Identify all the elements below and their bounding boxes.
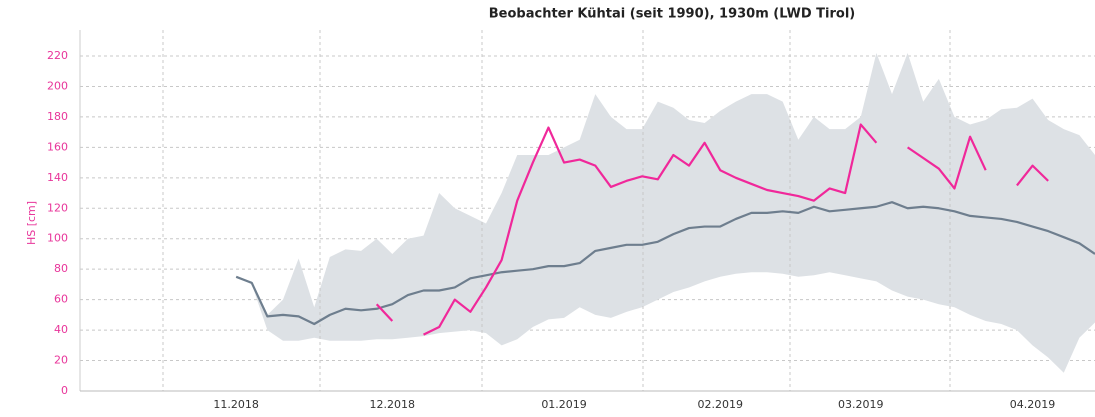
y-tick-label: 80 — [54, 262, 68, 275]
y-tick-label: 180 — [47, 110, 68, 123]
y-tick-label: 100 — [47, 232, 68, 245]
y-tick-label: 0 — [61, 384, 68, 397]
series-line — [375, 123, 1049, 336]
x-tick-label: 04.2019 — [1010, 398, 1056, 411]
x-tick-label: 01.2019 — [541, 398, 587, 411]
chart-title: Beobachter Kühtai (seit 1990), 1930m (LW… — [489, 7, 855, 22]
month-grid — [162, 30, 951, 391]
x-tick-label: 03.2019 — [838, 398, 884, 411]
y-tick-label: 120 — [47, 201, 68, 214]
y-tick-label: 20 — [54, 354, 68, 367]
range-band — [236, 52, 1095, 373]
y-axis-label: HS [cm] — [25, 201, 38, 245]
y-tick-label: 220 — [47, 49, 68, 62]
y-tick-label: 160 — [47, 140, 68, 153]
x-tick-label: 12.2018 — [370, 398, 416, 411]
x-tick-label: 02.2019 — [697, 398, 743, 411]
y-tick-label: 60 — [54, 293, 68, 306]
y-tick-label: 40 — [54, 323, 68, 336]
y-tick-label: 200 — [47, 79, 68, 92]
y-tick-label: 140 — [47, 171, 68, 184]
x-tick-label: 11.2018 — [213, 398, 259, 411]
